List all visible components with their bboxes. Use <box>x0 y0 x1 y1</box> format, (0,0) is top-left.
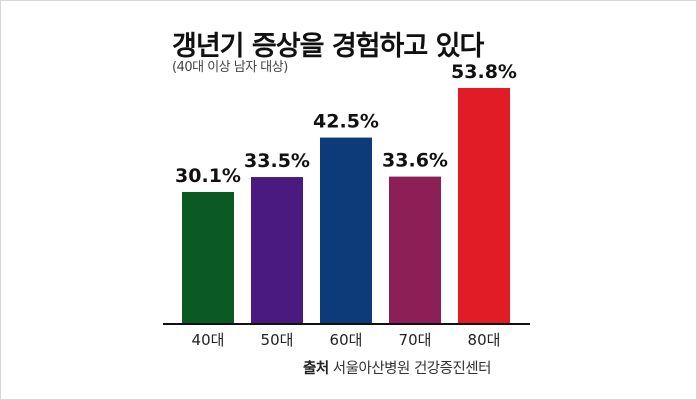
data-label-2: 42.5% <box>313 111 379 133</box>
bar-1 <box>251 177 303 324</box>
bar-0 <box>182 191 234 324</box>
x-tick-label-4: 80대 <box>468 331 501 349</box>
data-label-1: 33.5% <box>244 150 310 172</box>
source-text: 서울아산병원 건강증진센터 <box>332 361 492 377</box>
x-tick-label-2: 60대 <box>330 331 363 349</box>
bar-2 <box>320 137 372 324</box>
data-label-4: 53.8% <box>451 61 517 83</box>
x-tick-label-3: 70대 <box>399 331 432 349</box>
source-note: 출처 서울아산병원 건강증진센터 <box>303 357 492 378</box>
x-tick-label-1: 50대 <box>261 331 294 349</box>
chart-title: 갱년기 증상을 경험하고 있다 <box>172 31 484 62</box>
bar-4 <box>458 88 510 324</box>
chart-subtitle: (40대 이상 남자 대상) <box>172 60 288 75</box>
x-tick-label-0: 40대 <box>192 331 225 349</box>
bar-3 <box>389 176 441 324</box>
source-label: 출처 <box>303 361 329 377</box>
data-label-3: 33.6% <box>382 150 448 172</box>
data-label-0: 30.1% <box>175 165 241 187</box>
